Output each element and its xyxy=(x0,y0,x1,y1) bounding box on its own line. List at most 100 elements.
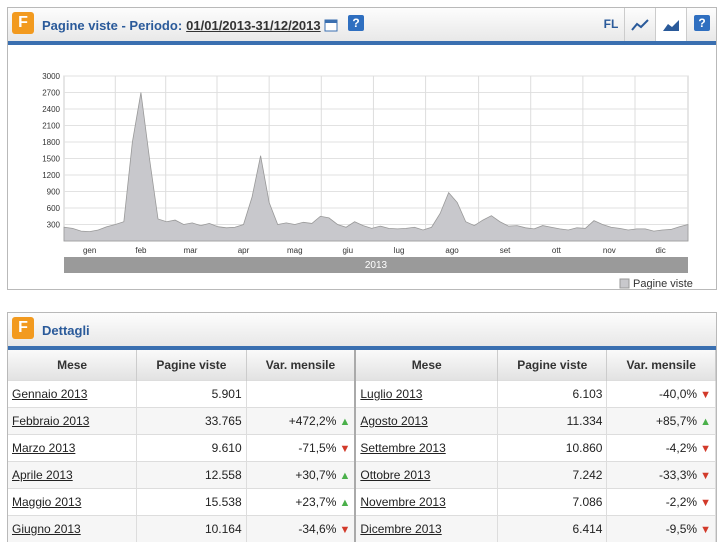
details-title: Dettagli xyxy=(42,323,90,338)
monthly-change: -34,6% ▼ xyxy=(246,515,357,542)
page-views: 6.414 xyxy=(497,515,608,542)
fl-button[interactable]: FL xyxy=(603,17,619,31)
logo: F xyxy=(12,12,34,34)
month-link[interactable]: Dicembre 2013 xyxy=(355,515,499,542)
page-views: 7.242 xyxy=(497,461,608,489)
monthly-change: +85,7% ▲ xyxy=(606,407,716,435)
title-text: Pagine viste - Periodo: xyxy=(42,18,183,33)
legend-label: Pagine viste xyxy=(633,278,693,289)
page-views: 12.558 xyxy=(136,461,247,489)
table-row: Giugno 2013 10.164 -34,6% ▼ Dicembre 2013 6.… xyxy=(8,515,716,542)
arrow-down: ▼ xyxy=(697,470,711,482)
page-views: 11.334 xyxy=(497,407,608,435)
monthly-change xyxy=(246,380,357,408)
y-tick-label: 900 xyxy=(47,188,61,197)
area xyxy=(63,92,689,242)
arrow-down: ▼ xyxy=(336,443,351,455)
help-icon: ? xyxy=(694,15,710,31)
table-row: Aprile 2013 12.558 +30,7% ▲ Ottobre 2013 7.2… xyxy=(8,461,716,489)
help-button[interactable]: ? xyxy=(348,15,364,31)
page-views: 5.901 xyxy=(136,380,247,408)
arrow-up: ▲ xyxy=(336,416,351,428)
y-tick-label: 1800 xyxy=(42,138,60,147)
x-tick-label: ago xyxy=(445,246,459,255)
monthly-change: -40,0% ▼ xyxy=(606,380,716,408)
line-icon xyxy=(631,19,649,31)
month-link[interactable]: Maggio 2013 xyxy=(8,488,138,516)
monthly-change: -9,5% ▼ xyxy=(606,515,716,542)
line-button[interactable] xyxy=(624,8,655,41)
monthly-change: -4,2% ▼ xyxy=(606,434,716,462)
y-tick-label: 1500 xyxy=(42,155,60,164)
x-tick-label: dic xyxy=(656,246,666,255)
month-link[interactable]: Agosto 2013 xyxy=(355,407,499,435)
details-header: F Dettagli xyxy=(8,313,716,350)
chart: 300 600 900 1200 1500 1800 2100 2400 2700 3000 gen… xyxy=(42,72,693,289)
x-tick-label: mag xyxy=(287,246,303,255)
table-row: Gennaio 2013 5.901 Luglio 2013 6.103 -40,0% … xyxy=(8,380,716,408)
column-header: Var. mensile xyxy=(246,350,357,381)
area-icon xyxy=(663,20,679,31)
x-tick-label: apr xyxy=(238,246,250,255)
column-header: Var. mensile xyxy=(606,350,716,381)
month-link[interactable]: Gennaio 2013 xyxy=(8,380,138,408)
page-views: 7.086 xyxy=(497,488,608,516)
table-row: Maggio 2013 15.538 +23,7% ▲ Novembre 2013 7.… xyxy=(8,488,716,516)
x-tick-label: ott xyxy=(552,246,562,255)
x-tick-label: nov xyxy=(603,246,616,255)
y-tick-label: 1200 xyxy=(42,171,60,180)
y-tick-label: 300 xyxy=(47,221,61,230)
arrow-up: ▲ xyxy=(336,497,351,509)
x-tick-label: giu xyxy=(342,246,353,255)
month-link[interactable]: Giugno 2013 xyxy=(8,515,138,542)
arrow-down: ▼ xyxy=(697,443,711,455)
x-axis-label: 2013 xyxy=(365,260,388,271)
year-band xyxy=(64,257,688,273)
monthly-change: +472,2% ▲ xyxy=(246,407,357,435)
x-tick-label: set xyxy=(500,246,511,255)
details-table: Mese Pagine viste Var. mensile Mese Pagine v… xyxy=(8,350,716,542)
page-views: 10.860 xyxy=(497,434,608,462)
arrow-down: ▼ xyxy=(697,497,711,509)
page-views: 10.164 xyxy=(136,515,247,542)
logo: F xyxy=(12,317,34,339)
x-tick-label: gen xyxy=(83,246,96,255)
monthly-change: -2,2% ▼ xyxy=(606,488,716,516)
month-link[interactable]: Aprile 2013 xyxy=(8,461,138,489)
page-views: 9.610 xyxy=(136,434,247,462)
monthly-change: -71,5% ▼ xyxy=(246,434,357,462)
arrow-down: ▼ xyxy=(697,524,711,536)
chart-header: F Pagine viste - Periodo: 01/01/2013-31/1… xyxy=(8,8,716,45)
month-link[interactable]: Novembre 2013 xyxy=(355,488,499,516)
calendar-icon[interactable] xyxy=(324,18,338,32)
column-header: Mese xyxy=(8,350,138,381)
legend-swatch xyxy=(619,278,630,289)
y-tick-label: 2700 xyxy=(42,89,60,98)
x-tick-label: mar xyxy=(184,246,198,255)
monthly-change: +30,7% ▲ xyxy=(246,461,357,489)
help-button-2[interactable]: ? xyxy=(686,8,717,41)
details-panel: F Dettagli Mese Pagine viste Var. mensile M… xyxy=(7,312,717,542)
month-link[interactable]: Ottobre 2013 xyxy=(355,461,499,489)
chart-panel: F Pagine viste - Periodo: 01/01/2013-31/1… xyxy=(7,7,717,290)
y-tick-label: 3000 xyxy=(42,72,60,81)
arrow-up: ▲ xyxy=(336,470,351,482)
table-row: Febbraio 2013 33.765 +472,2% ▲ Agosto 2013 1… xyxy=(8,407,716,435)
arrow-up: ▲ xyxy=(697,416,711,428)
column-header: Pagine viste xyxy=(497,350,608,381)
month-link[interactable]: Febbraio 2013 xyxy=(8,407,138,435)
month-link[interactable]: Settembre 2013 xyxy=(355,434,499,462)
page-views: 6.103 xyxy=(497,380,608,408)
arrow-down: ▼ xyxy=(336,524,351,536)
column-header: Mese xyxy=(355,350,499,381)
y-tick-label: 2400 xyxy=(42,105,60,114)
month-link[interactable]: Marzo 2013 xyxy=(8,434,138,462)
period-link[interactable]: 01/01/2013-31/12/2013 xyxy=(186,18,321,33)
month-link[interactable]: Luglio 2013 xyxy=(355,380,499,408)
column-header: Pagine viste xyxy=(136,350,247,381)
y-tick-label: 2100 xyxy=(42,122,60,131)
monthly-change: -33,3% ▼ xyxy=(606,461,716,489)
table-row: Marzo 2013 9.610 -71,5% ▼ Settembre 2013 10.… xyxy=(8,434,716,462)
area-button[interactable] xyxy=(655,8,686,41)
